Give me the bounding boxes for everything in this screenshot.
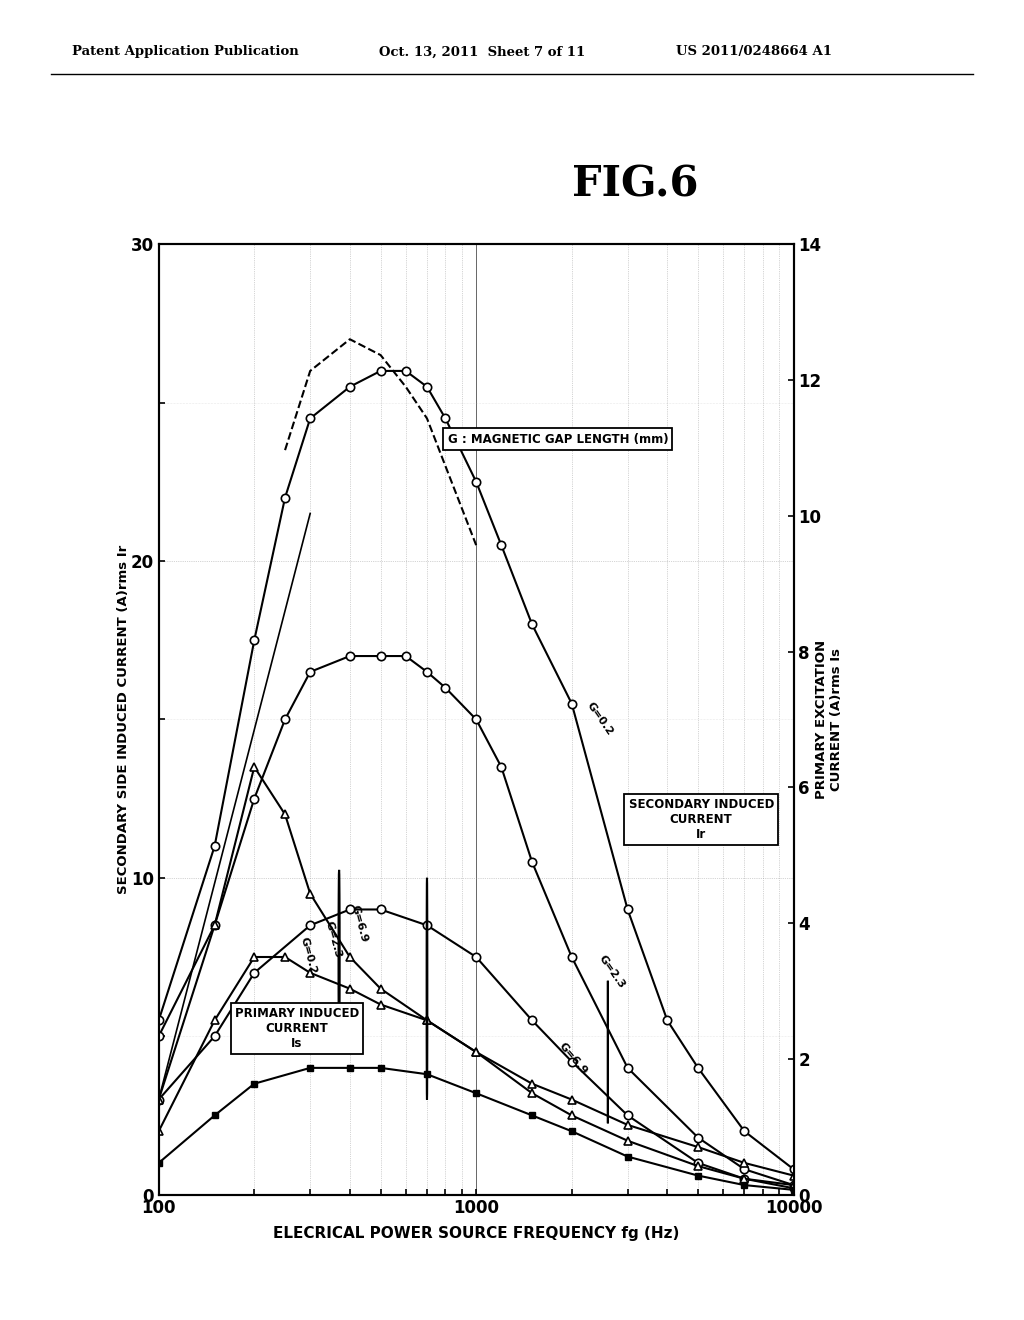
- Text: Patent Application Publication: Patent Application Publication: [72, 45, 298, 58]
- Text: G=2.3: G=2.3: [597, 954, 627, 991]
- Text: G=0.2: G=0.2: [298, 936, 317, 975]
- Text: Oct. 13, 2011  Sheet 7 of 11: Oct. 13, 2011 Sheet 7 of 11: [379, 45, 585, 58]
- Text: PRIMARY INDUCED
CURRENT
Is: PRIMARY INDUCED CURRENT Is: [234, 1007, 359, 1049]
- Text: SECONDARY INDUCED
CURRENT
Ir: SECONDARY INDUCED CURRENT Ir: [629, 797, 774, 841]
- Text: G=2.3: G=2.3: [324, 920, 343, 960]
- Y-axis label: PRIMARY EXCITATION
CURRENT (A)rms Is: PRIMARY EXCITATION CURRENT (A)rms Is: [814, 640, 843, 799]
- Text: G=6.9: G=6.9: [557, 1040, 590, 1076]
- Text: G : MAGNETIC GAP LENGTH (mm): G : MAGNETIC GAP LENGTH (mm): [447, 433, 669, 446]
- Y-axis label: SECONDARY SIDE INDUCED CURRENT (A)rms Ir: SECONDARY SIDE INDUCED CURRENT (A)rms Ir: [118, 545, 130, 894]
- Text: G=0.2: G=0.2: [585, 701, 614, 738]
- Text: G=6.9: G=6.9: [350, 903, 370, 944]
- Text: FIG.6: FIG.6: [571, 164, 698, 206]
- Text: US 2011/0248664 A1: US 2011/0248664 A1: [676, 45, 831, 58]
- X-axis label: ELECRICAL POWER SOURCE FREQUENCY fg (Hz): ELECRICAL POWER SOURCE FREQUENCY fg (Hz): [273, 1226, 679, 1241]
